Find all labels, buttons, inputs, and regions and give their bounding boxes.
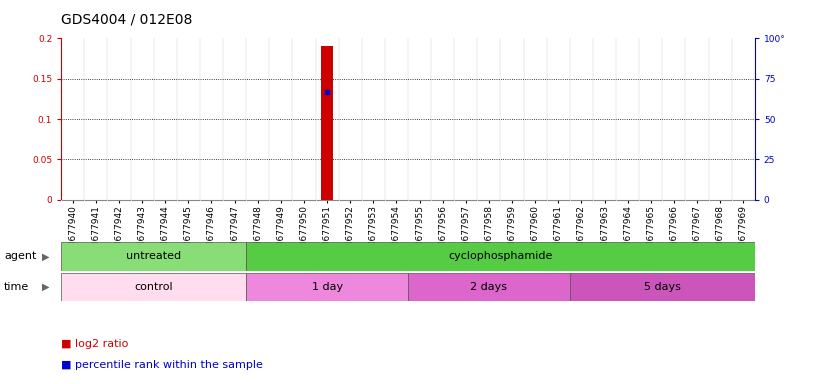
- Text: GSM677958: GSM677958: [485, 205, 494, 260]
- Text: untreated: untreated: [126, 251, 181, 262]
- Text: GSM677952: GSM677952: [346, 205, 355, 260]
- Bar: [322, 46, 333, 200]
- Text: GSM677968: GSM677968: [716, 205, 725, 260]
- Text: control: control: [135, 282, 173, 292]
- Text: ▶: ▶: [42, 251, 50, 262]
- Text: GSM677961: GSM677961: [554, 205, 563, 260]
- Text: 2 days: 2 days: [470, 282, 508, 292]
- Text: ■ log2 ratio: ■ log2 ratio: [61, 339, 129, 349]
- Text: GSM677954: GSM677954: [392, 205, 401, 260]
- Text: 5 days: 5 days: [644, 282, 681, 292]
- Text: GSM677943: GSM677943: [138, 205, 147, 260]
- Text: GSM677967: GSM677967: [693, 205, 702, 260]
- Text: GSM677957: GSM677957: [461, 205, 470, 260]
- Text: ▶: ▶: [42, 282, 50, 292]
- Text: GSM677965: GSM677965: [646, 205, 655, 260]
- Text: GSM677941: GSM677941: [91, 205, 100, 260]
- Text: GSM677964: GSM677964: [623, 205, 632, 260]
- Text: GSM677942: GSM677942: [114, 205, 123, 260]
- Bar: [246, 242, 755, 271]
- Text: GSM677959: GSM677959: [508, 205, 517, 260]
- Text: cyclophosphamide: cyclophosphamide: [448, 251, 552, 262]
- Text: GSM677949: GSM677949: [277, 205, 286, 260]
- Text: GSM677948: GSM677948: [253, 205, 262, 260]
- Bar: [61, 273, 246, 301]
- Text: GSM677944: GSM677944: [161, 205, 170, 260]
- Text: GSM677960: GSM677960: [530, 205, 539, 260]
- Text: ■ percentile rank within the sample: ■ percentile rank within the sample: [61, 360, 263, 370]
- Bar: [61, 242, 246, 271]
- Text: GSM677969: GSM677969: [738, 205, 747, 260]
- Text: GSM677946: GSM677946: [207, 205, 216, 260]
- Text: GSM677962: GSM677962: [577, 205, 586, 260]
- Text: agent: agent: [4, 251, 37, 262]
- Text: GDS4004 / 012E08: GDS4004 / 012E08: [61, 13, 193, 27]
- Bar: [246, 273, 408, 301]
- Text: GSM677956: GSM677956: [438, 205, 447, 260]
- Text: GSM677947: GSM677947: [230, 205, 239, 260]
- Bar: [570, 273, 755, 301]
- Text: GSM677966: GSM677966: [669, 205, 678, 260]
- Text: GSM677945: GSM677945: [184, 205, 193, 260]
- Text: time: time: [4, 282, 29, 292]
- Text: GSM677955: GSM677955: [415, 205, 424, 260]
- Text: GSM677953: GSM677953: [369, 205, 378, 260]
- Text: 1 day: 1 day: [312, 282, 343, 292]
- Text: GSM677950: GSM677950: [299, 205, 308, 260]
- Text: GSM677940: GSM677940: [69, 205, 78, 260]
- Text: GSM677963: GSM677963: [600, 205, 609, 260]
- Text: GSM677951: GSM677951: [322, 205, 331, 260]
- Bar: [408, 273, 570, 301]
